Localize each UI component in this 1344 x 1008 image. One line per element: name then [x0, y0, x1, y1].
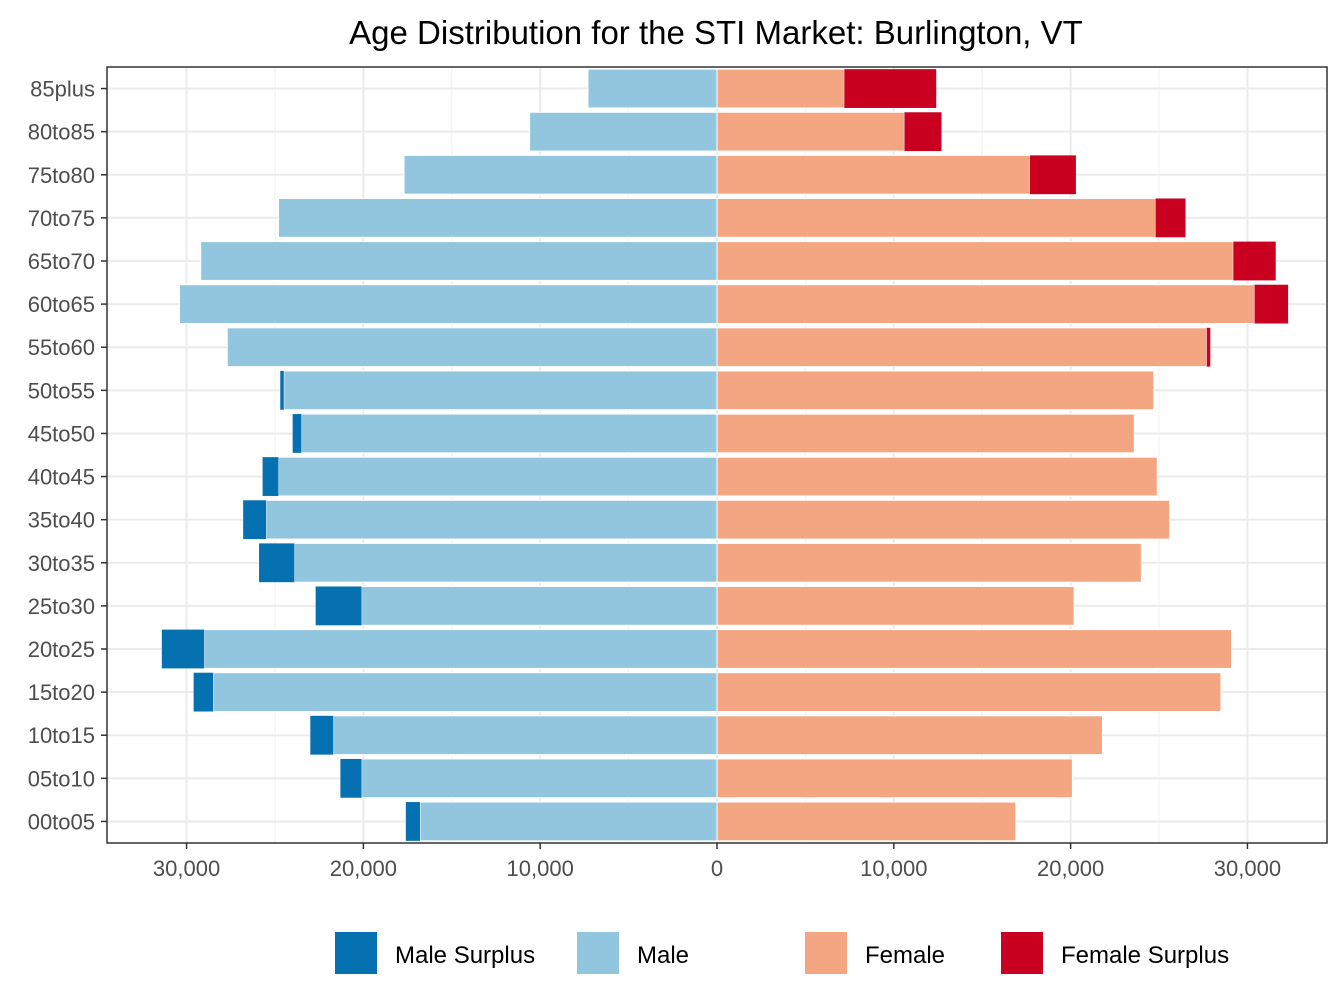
bar-female-surplus-75to80 [1029, 155, 1076, 195]
y-tick-label: 30to35 [28, 551, 95, 576]
y-tick-label: 85plus [30, 77, 95, 102]
y-tick-label: 00to05 [28, 809, 95, 834]
chart-title: Age Distribution for the STI Market: Bur… [349, 14, 1083, 51]
bar-male-00to05 [419, 801, 718, 842]
bar-female-45to50 [716, 413, 1135, 454]
bar-male-05to10 [361, 758, 718, 799]
bar-female-75to80 [716, 154, 1031, 195]
y-tick-label: 40to45 [28, 465, 95, 490]
bar-male-70to75 [278, 197, 718, 238]
bar-male-30to35 [293, 542, 718, 583]
x-tick-label: 20,000 [330, 856, 397, 881]
y-tick-label: 25to30 [28, 594, 95, 619]
y-tick-label: 10to15 [28, 723, 95, 748]
y-tick-label: 70to75 [28, 206, 95, 231]
y-tick-label: 05to10 [28, 766, 95, 791]
bar-male-40to45 [278, 456, 718, 497]
bar-female-surplus-85plus [844, 69, 937, 108]
bar-female-10to15 [716, 715, 1103, 756]
bar-male-65to70 [200, 241, 718, 281]
bar-female-surplus-60to65 [1254, 284, 1289, 324]
plot-area: 00to05 05to10 10to15 15to20 20to25 25to30 30to… [28, 66, 1328, 881]
bar-female-35to40 [716, 499, 1171, 540]
legend: Male Surplus Male Female Female Surplus [335, 932, 1229, 974]
legend-item: Male [577, 932, 689, 974]
bar-female-surplus-55to60 [1206, 327, 1211, 367]
bar-male-surplus-00to05 [405, 802, 420, 841]
bar-male-surplus-25to30 [315, 586, 362, 626]
bar-male-surplus-15to20 [193, 672, 214, 712]
bar-female-surplus-70to75 [1155, 198, 1186, 238]
bar-male-surplus-45to50 [292, 414, 302, 453]
y-tick-label: 80to85 [28, 120, 95, 145]
legend-label: Female [865, 942, 945, 969]
x-tick-label: 10,000 [860, 856, 927, 881]
bar-female-80to85 [716, 111, 905, 152]
y-tick-label: 35to40 [28, 508, 95, 533]
legend-swatch [1001, 932, 1043, 974]
legend-swatch [577, 932, 619, 974]
bar-female-surplus-65to70 [1233, 241, 1276, 281]
y-tick-label: 65to70 [28, 249, 95, 274]
bar-female-surplus-80to85 [904, 112, 942, 152]
legend-item: Female [805, 932, 945, 974]
bar-female-40to45 [716, 456, 1158, 497]
legend-label: Female Surplus [1061, 942, 1229, 969]
bar-male-50to55 [283, 370, 718, 411]
bar-male-surplus-10to15 [310, 715, 334, 755]
bar-male-surplus-30to35 [259, 543, 295, 583]
bar-male-15to20 [212, 672, 718, 713]
bar-male-10to15 [332, 715, 718, 756]
bar-female-00to05 [716, 801, 1017, 842]
bar-female-50to55 [716, 370, 1155, 411]
bar-male-55to60 [226, 327, 718, 368]
y-tick-label: 60to65 [28, 292, 95, 317]
x-tick-label: 10,000 [507, 856, 574, 881]
bar-female-05to10 [716, 758, 1073, 799]
bar-male-45to50 [300, 413, 718, 454]
legend-item: Male Surplus [335, 932, 535, 974]
bar-female-20to25 [716, 629, 1233, 669]
bar-female-85plus [716, 68, 845, 109]
y-tick-label: 55to60 [28, 335, 95, 360]
bar-female-15to20 [716, 672, 1222, 713]
bar-female-70to75 [716, 197, 1156, 238]
bar-female-55to60 [716, 327, 1208, 368]
y-tick-label: 15to20 [28, 680, 95, 705]
bar-male-35to40 [265, 499, 718, 540]
bar-male-85plus [587, 68, 718, 109]
y-tick-label: 50to55 [28, 378, 95, 403]
bar-male-surplus-05to10 [340, 758, 362, 798]
y-tick-label: 20to25 [28, 637, 95, 662]
x-tick-label: 30,000 [1214, 856, 1281, 881]
bar-male-surplus-40to45 [262, 457, 279, 496]
legend-label: Male [637, 942, 689, 969]
bar-male-surplus-35to40 [243, 500, 267, 540]
legend-swatch [805, 932, 847, 974]
bar-male-75to80 [403, 154, 718, 195]
x-tick-label: 20,000 [1037, 856, 1104, 881]
bar-female-30to35 [716, 542, 1142, 583]
bar-male-surplus-20to25 [161, 629, 205, 669]
bar-female-65to70 [716, 241, 1234, 281]
bar-female-60to65 [716, 284, 1256, 325]
x-tick-label: 30,000 [153, 856, 220, 881]
bar-female-25to30 [716, 585, 1075, 626]
legend-label: Male Surplus [395, 942, 535, 969]
legend-swatch [335, 932, 377, 974]
bar-male-60to65 [178, 284, 718, 325]
bar-male-80to85 [529, 111, 718, 152]
bar-male-20to25 [203, 629, 718, 669]
y-tick-label: 75to80 [28, 163, 95, 188]
x-tick-label: 0 [711, 856, 723, 881]
y-tick-label: 45to50 [28, 421, 95, 446]
bar-male-25to30 [361, 585, 718, 626]
bar-male-surplus-50to55 [280, 370, 284, 410]
legend-item: Female Surplus [1001, 932, 1229, 974]
